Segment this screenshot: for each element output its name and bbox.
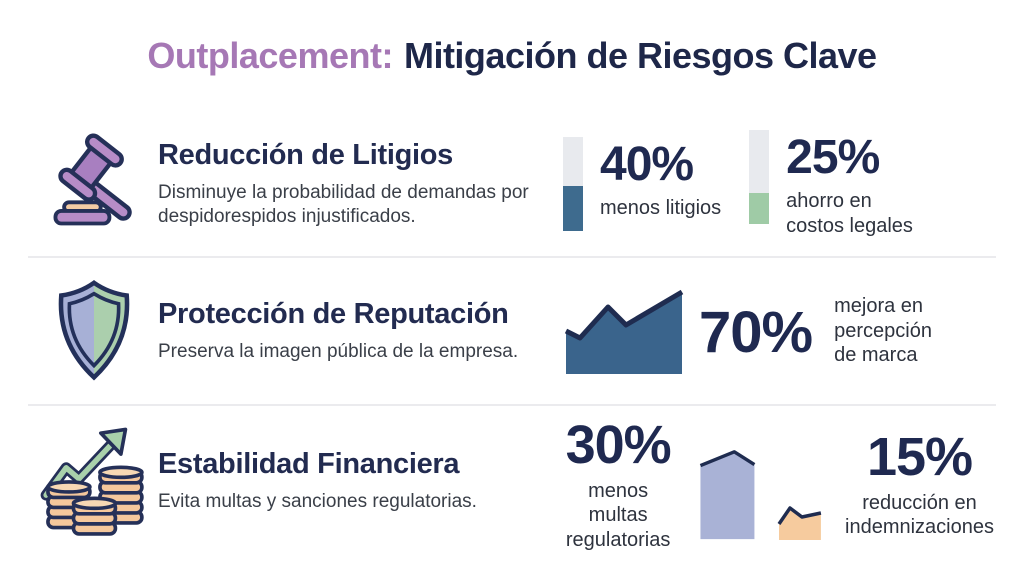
row-divider (28, 256, 996, 258)
row-reputacion-text: Protección de Reputación Preserva la ima… (158, 298, 550, 364)
stat-menos-litigios: 40% menos litigios (563, 137, 721, 231)
stat-label-line: indemnizaciones (845, 516, 994, 539)
row-litigios: Reducción de Litigios Disminuye la proba… (0, 112, 1024, 256)
row-reputacion-description: Preserva la imagen pública de la empresa… (158, 340, 519, 362)
stat-label-line: menos litigios (600, 197, 722, 219)
stat-value: 40% (600, 138, 694, 191)
stat-label-line: ahorro en (786, 190, 872, 213)
title-rest: Mitigación de Riesgos Clave (403, 35, 877, 76)
row-litigios-icon-col (30, 131, 158, 237)
bar-fill-green (749, 193, 770, 225)
row-reputacion: Protección de Reputación Preserva la ima… (0, 258, 1024, 404)
stat-label-line: percepción (834, 319, 932, 342)
row-litigios-stats: 40% menos litigios 25% ahorro en costos … (550, 130, 994, 238)
stat-value: 30% (565, 414, 672, 475)
row-financiera-heading: Estabilidad Financiera (158, 447, 460, 480)
stat-text: 25% ahorro en costos legales (786, 130, 913, 238)
stat-text: 40% menos litigios (600, 137, 721, 220)
stat-value: 25% (786, 131, 880, 185)
area-chart-icon (564, 289, 684, 374)
row-litigios-heading: Reducción de Litigios (158, 138, 454, 171)
stat-label-line: de marca (834, 344, 918, 367)
row-reputacion-stats: 70% mejora en percepción de marca (550, 285, 994, 377)
stat-menos-multas: 30% menos multas regulatorias (556, 418, 680, 552)
stat-label-line: regulatorias (565, 528, 671, 551)
building-bar-icon (700, 450, 756, 540)
row-financiera-description: Evita multas y sanciones regulatorias. (158, 490, 477, 512)
shield-icon (58, 280, 130, 381)
stat-ahorro-costos: 25% ahorro en costos legales (749, 130, 913, 238)
stat-label-line: costos legales (786, 214, 913, 237)
stat-reduccion-indemnizaciones: 15% reducción en indemnizaciones (845, 430, 994, 540)
stat-label: menos multas regulatorias (556, 479, 680, 552)
stat-label: ahorro en costos legales (786, 189, 913, 238)
row-reputacion-icon-col (30, 276, 158, 386)
row-financiera-icon-col (30, 424, 158, 538)
page-title: Outplacement: Mitigación de Riesgos Clave (147, 35, 877, 77)
row-reputacion-heading: Protección de Reputación (158, 297, 509, 330)
stat-value: 15% (866, 427, 973, 488)
bar-fill-blue (563, 185, 583, 231)
stat-value: 70% (699, 300, 813, 365)
stat-label-line: mejora en (834, 295, 924, 318)
small-area-chart-icon (777, 506, 822, 541)
stat-label: mejora en percepción de marca (834, 294, 932, 367)
bar-indicator (749, 130, 770, 225)
header: Outplacement: Mitigación de Riesgos Clave (0, 0, 1024, 112)
row-financiera: Estabilidad Financiera Evita multas y sa… (0, 406, 1024, 556)
gavel-icon (53, 133, 132, 226)
stat-label: reducción en indemnizaciones (845, 491, 994, 540)
stat-label: menos litigios (600, 196, 721, 220)
row-litigios-description: Disminuye la probabilidad de demandas po… (158, 181, 529, 227)
row-litigios-text: Reducción de Litigios Disminuye la proba… (158, 139, 550, 229)
bar-indicator (563, 137, 583, 231)
title-highlight: Outplacement: (147, 35, 393, 76)
stat-label-line: menos multas (588, 479, 649, 527)
row-divider (28, 404, 996, 406)
row-financiera-text: Estabilidad Financiera Evita multas y sa… (158, 448, 550, 514)
stat-label-line: reducción en (862, 492, 977, 515)
row-financiera-stats: 30% menos multas regulatorias 15% reducc… (550, 410, 994, 552)
coins-icon (40, 427, 144, 536)
